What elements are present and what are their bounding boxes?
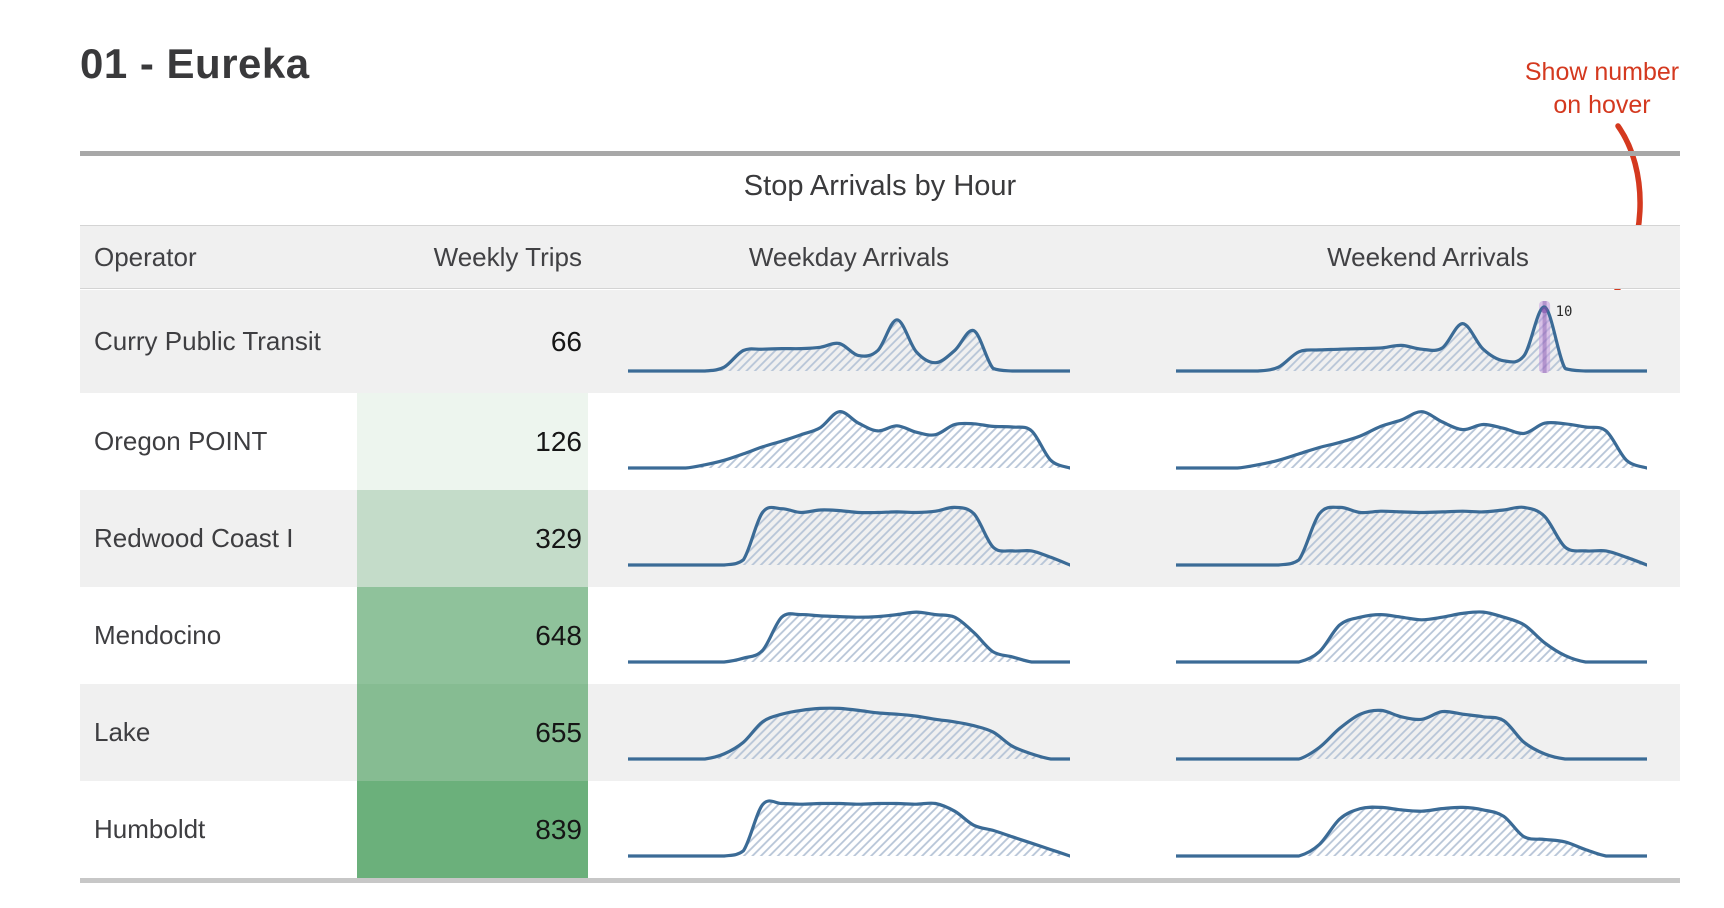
operator-cell: Mendocino — [94, 619, 222, 650]
weekly-trips-cell: 648 — [357, 587, 588, 684]
weekday-sparkline[interactable] — [628, 393, 1070, 490]
table-row: Oregon POINT 126 — [80, 393, 1680, 490]
weekly-trips-cell: 655 — [357, 684, 588, 781]
col-header-weekly-trips: Weekly Trips — [433, 241, 582, 272]
weekend-sparkline[interactable] — [1176, 393, 1647, 490]
table-row: Lake 655 — [80, 684, 1680, 781]
col-header-weekend-arrivals: Weekend Arrivals — [1327, 241, 1529, 272]
col-header-operator: Operator — [94, 241, 197, 272]
weekend-sparkline[interactable] — [1176, 490, 1647, 587]
table-row: Humboldt 839 — [80, 781, 1680, 878]
operator-cell: Humboldt — [94, 813, 206, 844]
weekend-sparkline[interactable] — [1176, 684, 1647, 781]
weekly-trips-cell: 329 — [357, 490, 588, 587]
table-row: Curry Public Transit 66 10 — [80, 290, 1680, 393]
hover-highlight-band — [1539, 301, 1551, 373]
chart-title: Stop Arrivals by Hour — [743, 170, 1017, 202]
table-row: Mendocino 648 — [80, 587, 1680, 684]
weekend-sparkline[interactable] — [1176, 781, 1647, 878]
weekly-trips-cell: 839 — [357, 781, 588, 878]
weekday-sparkline[interactable] — [628, 781, 1070, 878]
table-bottom-rule — [80, 878, 1680, 883]
table-row: Redwood Coast I 329 — [80, 490, 1680, 587]
weekend-sparkline[interactable]: 10 — [1176, 290, 1647, 393]
table-body: Curry Public Transit 66 10 Oregon POINT 126 R… — [80, 290, 1680, 878]
operator-cell: Lake — [94, 716, 151, 747]
weekday-sparkline[interactable] — [628, 684, 1070, 781]
col-header-weekday-arrivals: Weekday Arrivals — [748, 241, 950, 272]
hover-tooltip-value: 10 — [1556, 304, 1573, 320]
hover-annotation-text: Show number on hover — [1524, 58, 1680, 119]
page-title: 01 - Eureka — [80, 40, 310, 87]
table-header-row: Operator Weekly Trips Weekday Arrivals W… — [80, 225, 1680, 289]
weekly-trips-cell: 66 — [550, 325, 582, 357]
weekend-sparkline[interactable] — [1176, 587, 1647, 684]
weekday-sparkline[interactable] — [628, 290, 1070, 393]
weekday-sparkline[interactable] — [628, 490, 1070, 587]
weekday-sparkline[interactable] — [628, 587, 1070, 684]
operator-cell: Oregon POINT — [94, 425, 268, 456]
operator-cell: Redwood Coast I — [94, 522, 294, 553]
operator-cell: Curry Public Transit — [94, 325, 321, 356]
table-top-rule — [80, 151, 1680, 156]
weekly-trips-cell: 126 — [357, 393, 588, 490]
